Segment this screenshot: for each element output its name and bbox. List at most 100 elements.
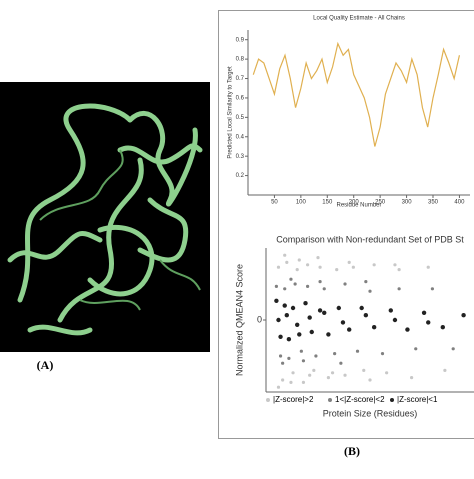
scatter-point [276, 318, 280, 322]
scatter-point [303, 301, 307, 305]
scatter-point [306, 285, 309, 288]
scatter-point [312, 369, 315, 372]
scatter-point [302, 381, 305, 384]
chart-title: Local Quality Estimate - All Chains [313, 16, 405, 22]
y-tick-label: 0.8 [236, 57, 245, 63]
legend-label: 1<|Z-score|<2 [335, 395, 385, 404]
scatter-point [352, 266, 355, 269]
y-tick-label: 0 [257, 314, 262, 324]
scatter-point [283, 254, 286, 257]
x-axis-label: Protein Size (Residues) [323, 408, 418, 418]
scatter-point [289, 278, 292, 281]
scatter-point [294, 282, 297, 285]
scatter-point [398, 287, 401, 290]
scatter-point [318, 266, 321, 269]
scatter-point [426, 320, 430, 324]
scatter-point [405, 327, 409, 331]
scatter-point [410, 376, 413, 379]
scatter-point [359, 306, 363, 310]
scatter-point [389, 308, 393, 312]
scatter-point [285, 313, 289, 317]
scatter-point [339, 362, 342, 365]
y-tick-label: 0.6 [236, 96, 245, 102]
y-tick-label: 0.3 [236, 154, 245, 160]
scatter-point [310, 330, 314, 334]
scatter-point [302, 359, 305, 362]
scatter-point [373, 263, 376, 266]
y-axis-label: Normalized QMEAN4 Score [234, 264, 244, 376]
scatter-point [326, 332, 330, 336]
scatter-point [285, 261, 288, 264]
scatter-point [441, 325, 445, 329]
scatter-point [443, 369, 446, 372]
scatter-point [427, 266, 430, 269]
scatter-point [277, 266, 280, 269]
y-tick-label: 0.5 [236, 115, 245, 121]
y-tick-label: 0.9 [236, 37, 245, 43]
y-tick-label: 0.4 [236, 134, 245, 140]
scatter-point [331, 371, 334, 374]
scatter-point [289, 381, 292, 384]
scatter-point [281, 362, 284, 365]
y-tick-label: 0.2 [236, 173, 245, 179]
x-tick-label: 350 [428, 200, 439, 206]
y-tick-label: 0.7 [236, 76, 245, 82]
scatter-point [431, 287, 434, 290]
scatter-point [298, 258, 301, 261]
quality-line [253, 44, 459, 147]
scatter-point [335, 268, 338, 271]
scatter-point [398, 268, 401, 271]
scatter-point [291, 306, 295, 310]
x-axis-label: Residue Number [336, 203, 381, 209]
scatter-point [297, 332, 301, 336]
scatter-point [348, 261, 351, 264]
legend-marker [328, 398, 332, 402]
scatter-point [291, 371, 294, 374]
panel-label: (A) [37, 358, 54, 372]
x-tick-label: 150 [322, 200, 333, 206]
scatter-point [283, 303, 287, 307]
scatter-point [283, 287, 286, 290]
scatter-point [275, 285, 278, 288]
scatter-point [422, 311, 426, 315]
scatter-point [364, 313, 368, 317]
scatter-point [372, 325, 376, 329]
scatter-point [364, 280, 367, 283]
x-tick-label: 300 [402, 200, 413, 206]
scatter-point [308, 374, 311, 377]
scatter-point [318, 308, 322, 312]
scatter-point [385, 371, 388, 374]
scatter-point [327, 376, 330, 379]
legend-marker [266, 398, 270, 402]
scatter-point [333, 352, 336, 355]
scatter-point [362, 369, 365, 372]
scatter-point [322, 311, 326, 315]
x-tick-label: 400 [454, 200, 465, 206]
scatter-point [368, 290, 371, 293]
scatter-point [296, 268, 299, 271]
scatter-point [300, 350, 303, 353]
scatter-point [287, 357, 290, 360]
scatter-point [314, 354, 317, 357]
y-axis-label: Predicted Local Similarity to Target [228, 66, 234, 159]
scatter-point [343, 282, 346, 285]
scatter-point [347, 327, 351, 331]
scatter-point [356, 350, 359, 353]
scatter-point [337, 306, 341, 310]
scatter-point [323, 287, 326, 290]
scatter-point [341, 320, 345, 324]
legend-marker [390, 398, 394, 402]
scatter-point [461, 313, 465, 317]
scatter-point [274, 299, 278, 303]
chart-title: Comparison with Non-redundant Set of PDB… [276, 234, 464, 244]
scatter-point [414, 347, 417, 350]
legend-label: |Z-score|>2 [273, 395, 314, 404]
scatter-point [287, 337, 291, 341]
x-tick-label: 50 [271, 200, 278, 206]
scatter-point [368, 378, 371, 381]
scatter-point [279, 354, 282, 357]
x-tick-label: 100 [296, 200, 307, 206]
scatter-point [393, 263, 396, 266]
scatter-point [452, 347, 455, 350]
